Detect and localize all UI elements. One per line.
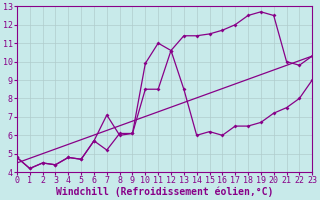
X-axis label: Windchill (Refroidissement éolien,°C): Windchill (Refroidissement éolien,°C) [56, 187, 273, 197]
